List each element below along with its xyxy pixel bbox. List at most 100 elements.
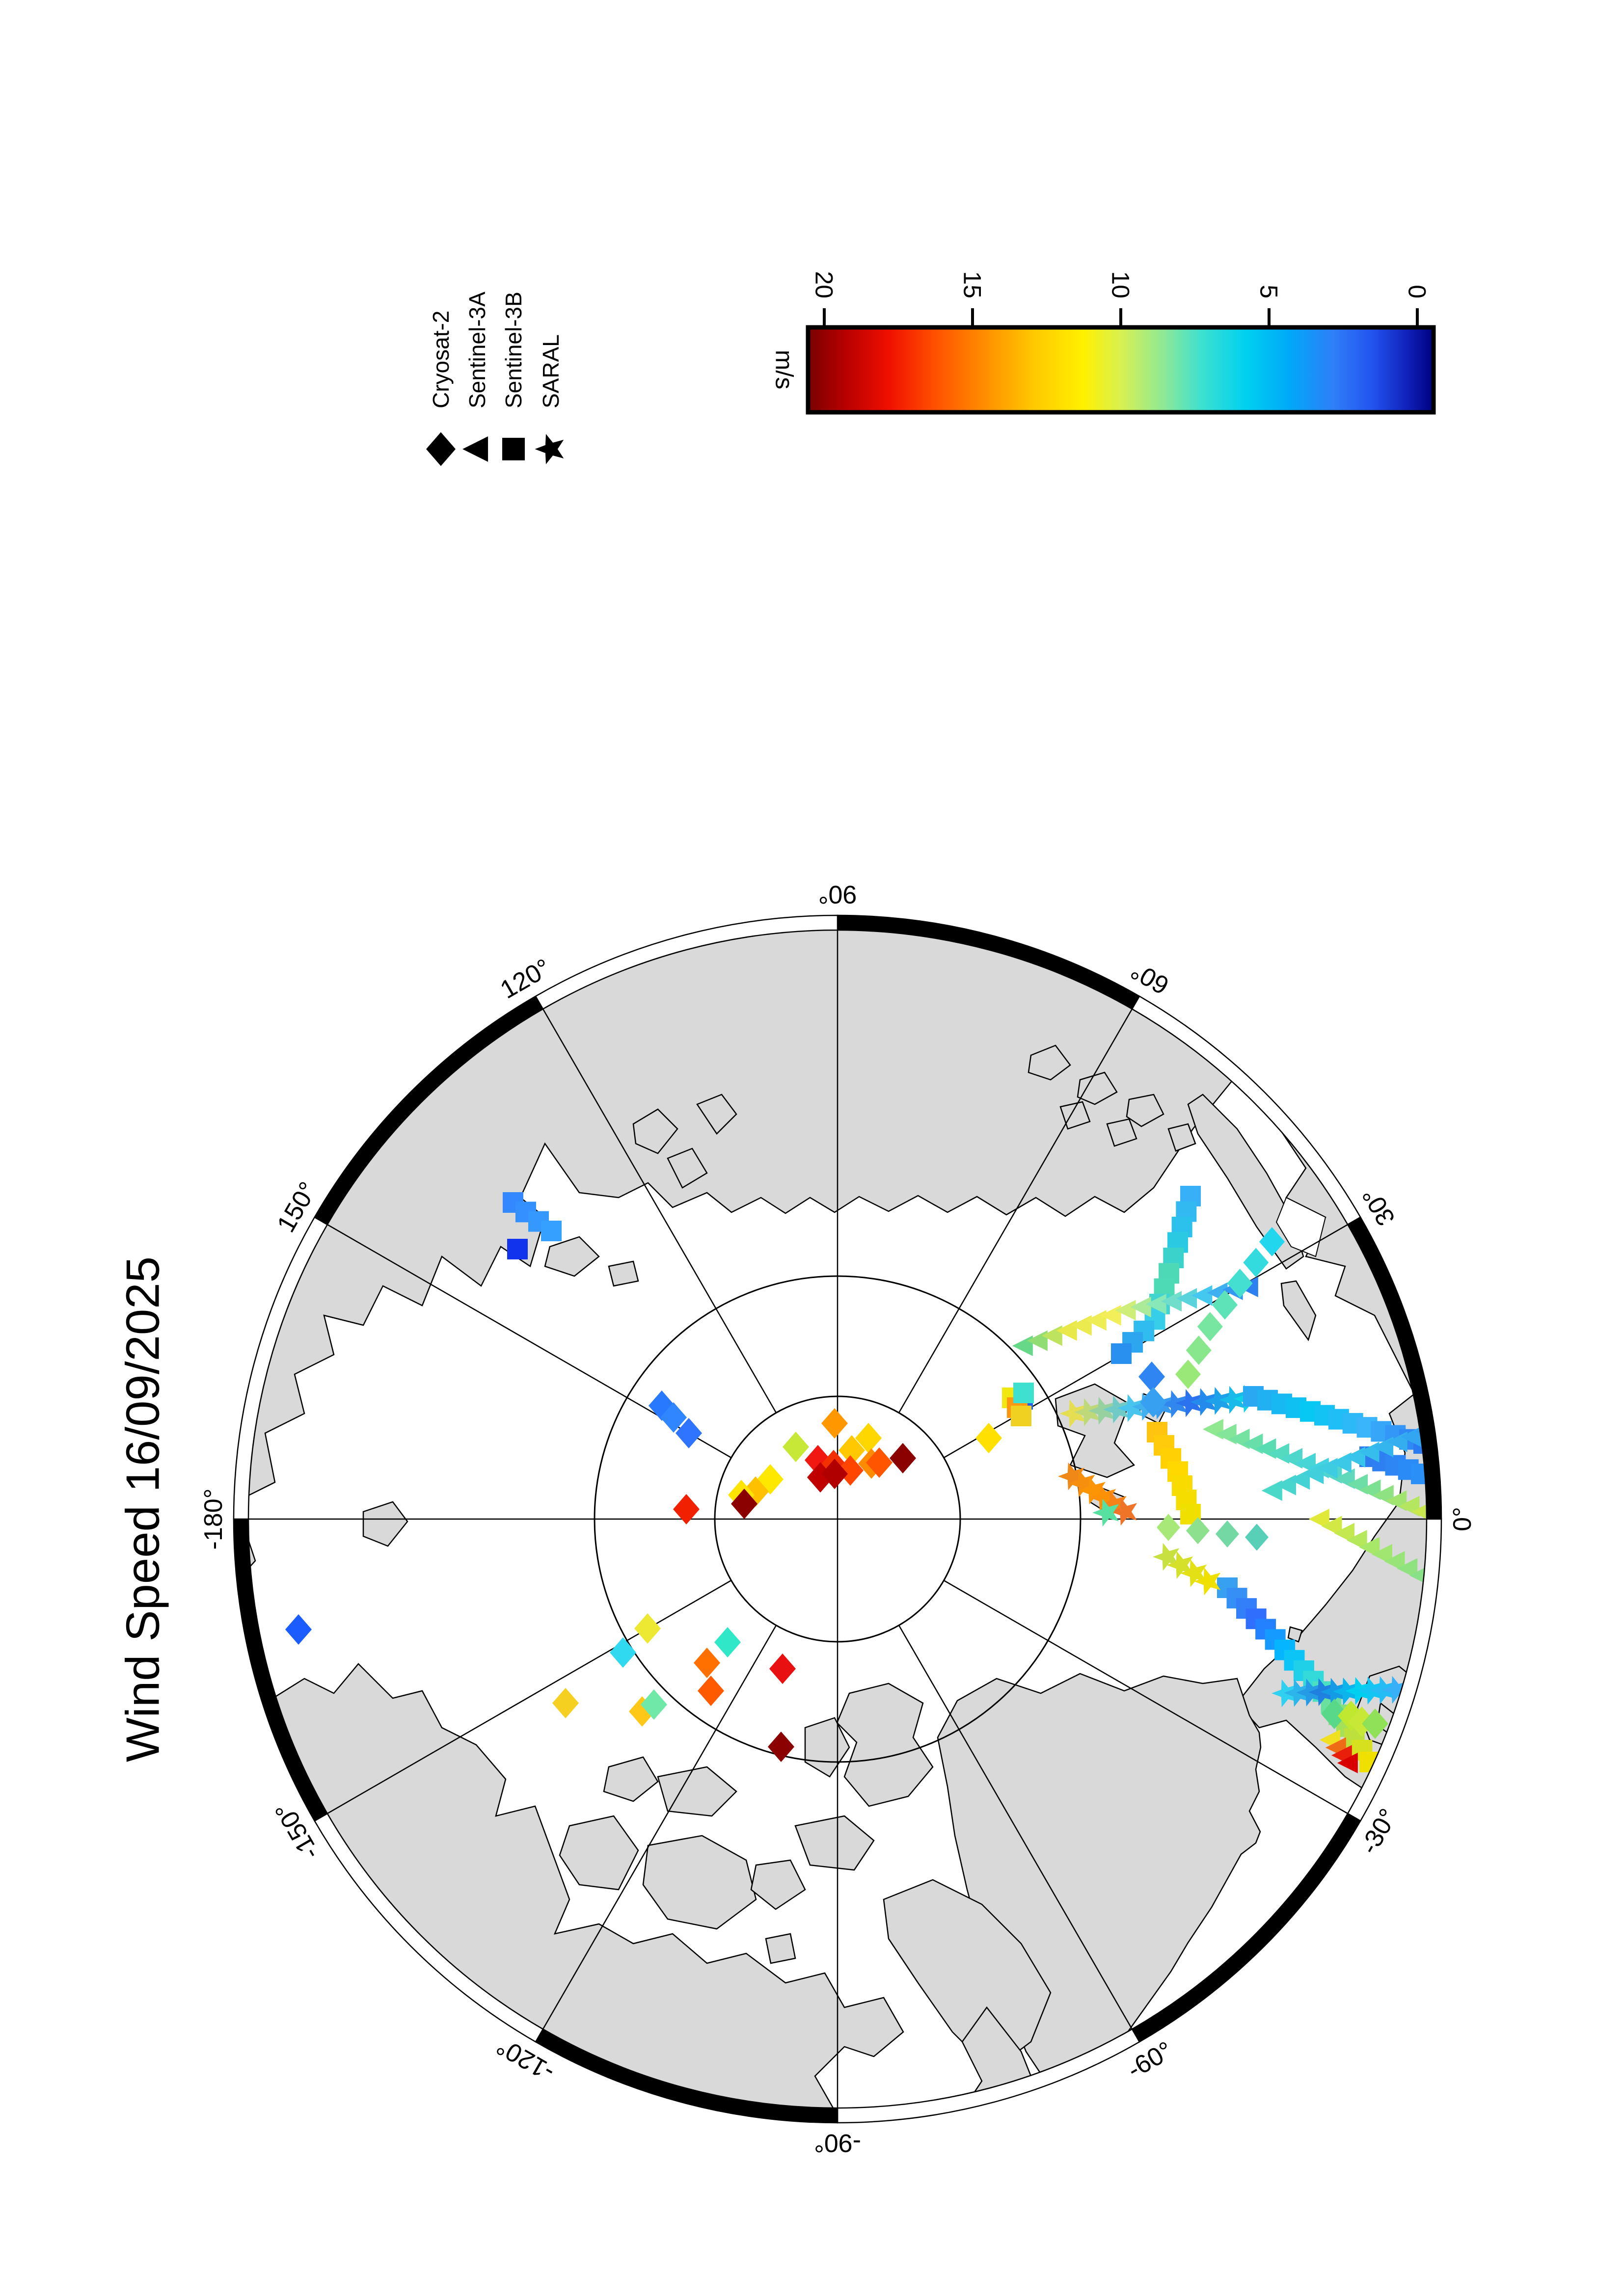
track-marker [1227,1268,1253,1298]
data-point [1011,1406,1031,1426]
colorbar: m/s 20 15 10 5 0 [771,271,1436,415]
map-clipped-content [248,930,1427,2108]
landmass [1059,1101,1091,1130]
track-marker [1100,1491,1127,1519]
data-point [285,1614,312,1645]
landmass [1393,1743,1417,1775]
data-point [634,1613,661,1644]
data-point [694,1647,720,1679]
data-point [866,1447,893,1478]
data-point [676,1417,702,1449]
track-marker [1186,1517,1210,1545]
landmass [559,1815,639,1891]
colorbar-unit-label: m/s [771,350,798,390]
landmass [1077,1071,1118,1105]
data-point [1362,1708,1388,1739]
track-marker [1271,1679,1298,1708]
track-marker [1219,1386,1246,1414]
colorbar-gradient [806,325,1436,415]
track-marker [1397,1558,1418,1579]
track-marker [1157,1514,1180,1541]
track-marker [1194,1567,1221,1596]
track-marker [1176,1201,1197,1222]
landmass [794,1815,875,1871]
data-point [975,1422,1002,1454]
data-point [783,1431,809,1463]
data-point [714,1627,741,1658]
landmass [883,1879,1052,2072]
legend-symbol-diamond [426,432,456,466]
legend: Cryosat-2 Sentinel-3A Sentinel-3B SARAL [426,292,564,466]
satellite-track [1147,1422,1201,1524]
sea-inlet [1275,1197,1326,1257]
track-marker [1308,1509,1329,1529]
track-marker [1202,1419,1223,1440]
landmass [1028,1044,1071,1081]
track-marker [1175,1360,1201,1389]
track-marker [1186,1335,1212,1365]
track-marker [1103,1395,1130,1424]
satellite-track [1058,1462,1137,1526]
track-marker [1161,1291,1182,1312]
legend-symbol-square [502,438,525,460]
legend-label-sentinel3b: Sentinel-3B [501,292,526,408]
track-marker [1145,1294,1166,1315]
data-point [821,1458,848,1490]
satellite-track [1271,1676,1409,1708]
data-point [610,1637,636,1668]
track-marker [1245,1523,1269,1551]
track-marker [1167,1232,1188,1253]
track-marker [541,1221,562,1241]
data-point [1092,1498,1119,1527]
data-point [768,1731,794,1762]
legend-symbol-triangle [462,436,488,462]
track-marker [1191,1285,1213,1306]
meridian-line [542,1625,777,2029]
data-point [660,1402,687,1433]
landmass [667,1148,708,1189]
track-marker [1074,1398,1101,1426]
longitude-label: 0° [1448,1507,1477,1531]
track-marker [1259,1227,1285,1256]
track-marker [1115,1300,1136,1321]
landmass [696,1094,737,1135]
landmass [1187,1094,1304,1270]
data-point [1013,1383,1034,1403]
data-point [769,1653,796,1684]
landmass [1287,1626,1303,1643]
meridian-line [943,1579,1348,1815]
track-marker [1111,1343,1132,1364]
data-point [1138,1361,1165,1392]
track-marker [1321,1516,1342,1537]
colorbar-tick-label: 15 [959,271,986,298]
landmass [248,1663,904,2108]
longitude-label: -90° [814,2129,861,2157]
track-marker [1243,1248,1269,1278]
track-marker [1058,1462,1085,1491]
legend-label-cryosat2: Cryosat-2 [428,311,454,408]
track-marker [1130,1296,1151,1317]
track-marker [1212,1290,1238,1320]
track-marker [1382,1676,1409,1704]
track-marker [1321,1678,1348,1706]
track-marker [1110,1497,1137,1526]
satellite-track [1261,1421,1427,1501]
track-marker [1180,1186,1201,1206]
longitude-label: -180° [199,1489,228,1550]
track-marker [1117,1394,1144,1422]
data-point [507,1239,528,1259]
track-marker [1333,1677,1360,1706]
track-marker [1284,1679,1311,1707]
track-marker [1180,1559,1207,1587]
legend-label-saral: SARAL [538,334,564,408]
landmass [1106,1118,1137,1147]
landmass [544,1236,600,1277]
track-marker [1088,1397,1115,1425]
landmass [1055,1383,1136,1478]
data-point [1140,1387,1166,1418]
track-marker [1384,1551,1405,1572]
track-marker [1190,1388,1217,1416]
landmass [657,1766,737,1817]
landmass [1280,1280,1317,1341]
polar-map: 90°60°30°0°-30°-60°-90°-120°-150°-180°15… [199,880,1477,2157]
